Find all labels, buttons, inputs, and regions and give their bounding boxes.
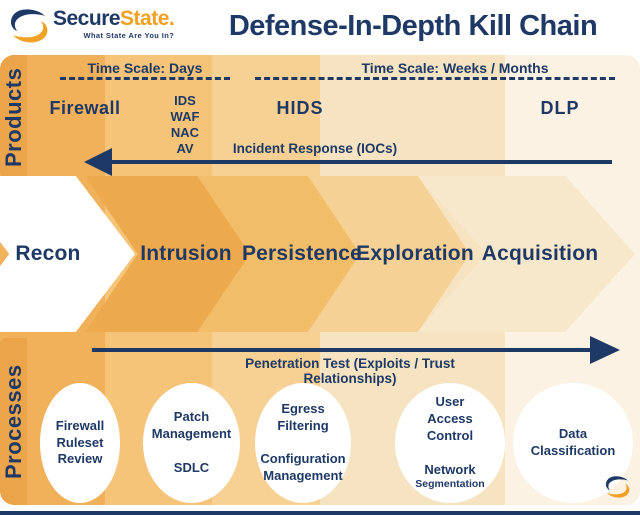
brand-secure: Secure [53, 7, 121, 30]
pen-test-arrowhead-right-icon [590, 336, 620, 364]
processes-sidebar-tab [0, 338, 27, 505]
product-firewall-label: Firewall [49, 98, 121, 118]
process-oval-small-text: Segmentation [415, 478, 485, 491]
product-hids-label: HIDS [276, 98, 324, 118]
stage-label-persistence: Persistence [241, 242, 363, 265]
process-oval-text: User Access Control Network [424, 393, 476, 477]
process-oval-text: Egress Filtering Configuration Managemen… [260, 400, 346, 484]
process-oval-egress-config-management: Egress Filtering Configuration Managemen… [255, 383, 351, 503]
processes-sidebar-label: Processes [1, 364, 26, 479]
incident-response-arrow-line [96, 160, 612, 164]
stage-label-exploration: Exploration [356, 242, 474, 265]
process-oval-data-classification: Data Classification [513, 383, 633, 503]
process-oval-patch-management-sdlc: Patch Management SDLC [143, 383, 240, 503]
process-oval-text: Firewall Ruleset Review [55, 417, 105, 467]
incident-response-arrowhead-left-icon [84, 148, 112, 176]
brand-block: SecureState. What State Are You In? [53, 7, 175, 40]
stage-label-acquisition: Acquisition [481, 242, 599, 265]
time-scale-days-dashed-line [60, 77, 230, 80]
pen-test-label: Penetration Test (Exploits / Trust Relat… [245, 356, 455, 386]
process-oval-text: Patch Management SDLC [151, 409, 232, 475]
securestate-logo: SecureState. What State Are You In? [8, 7, 175, 45]
product-ids-waf-nac-av-label: IDS WAF NAC AV [170, 93, 200, 156]
time-scale-weeks-label: Time Scale: Weeks / Months [361, 60, 549, 76]
process-oval-firewall-ruleset-review: Firewall Ruleset Review [40, 383, 120, 503]
process-oval-text: Data Classification [530, 426, 616, 458]
brand-tagline: What State Are You In? [83, 31, 175, 40]
product-dlp-label: DLP [540, 98, 580, 118]
bottom-border [0, 511, 640, 515]
logo-swoosh-icon [10, 9, 48, 43]
footer-swoosh-icon [605, 476, 630, 498]
time-scale-weeks-dashed-line [255, 77, 615, 80]
process-oval-user-access-network-seg: User Access Control Network Segmentation [395, 383, 505, 503]
time-scale-days-label: Time Scale: Days [87, 60, 203, 76]
stage-label-recon: Recon [15, 242, 81, 265]
incident-response-label: Incident Response (IOCs) [232, 141, 398, 156]
stage-label-intrusion: Intrusion [140, 242, 232, 265]
page-title: Defense-In-Depth Kill Chain [228, 10, 598, 42]
products-sidebar-label: Products [1, 67, 26, 167]
kill-chain-diagram: Products Processes Time Scale: Days Time… [0, 55, 640, 505]
products-sidebar-tab [0, 55, 27, 178]
brand-state: State. [120, 7, 175, 30]
pen-test-arrow-line [92, 348, 597, 352]
brand-name: SecureState. [53, 7, 175, 31]
